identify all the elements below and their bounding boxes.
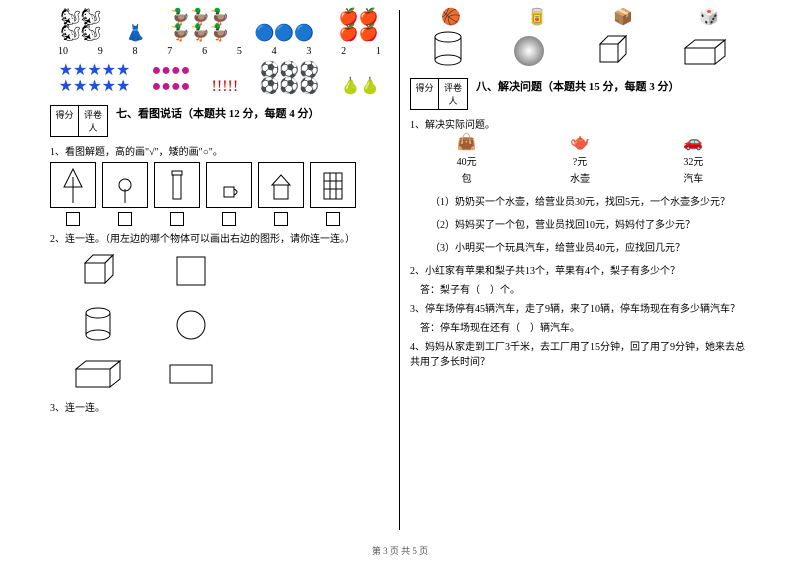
thermos-icon xyxy=(154,162,200,208)
balls-icon: 🔵🔵🔵 xyxy=(254,26,314,42)
box-icon: 📦 xyxy=(613,10,633,26)
bag-icon: 👜 xyxy=(457,135,477,151)
page-footer: 第 3 页 共 5 页 xyxy=(0,544,800,557)
cuboid-icon xyxy=(70,359,126,393)
num: 10 xyxy=(58,46,68,57)
kettle-icon: 🫖 xyxy=(570,135,590,151)
dots-icon: ●●●●●●●● xyxy=(152,63,191,95)
cube-icon xyxy=(75,251,121,291)
building-icon xyxy=(310,162,356,208)
circle-icon xyxy=(171,305,211,345)
answer-box[interactable] xyxy=(170,212,184,226)
item-price: 40元 xyxy=(457,153,477,168)
num: 7 xyxy=(167,46,172,57)
item-price: ?元 xyxy=(573,153,587,168)
a8-2: 答：梨子有（ ）个。 xyxy=(420,281,750,296)
num: 8 xyxy=(133,46,138,57)
score-cell: 得分 xyxy=(411,79,439,109)
cuboid-outline-icon xyxy=(679,38,729,68)
apples-icon: 🍎🍎🍎🍎 xyxy=(339,10,379,42)
tree-tall-icon xyxy=(50,162,96,208)
can-icon: 🥫 xyxy=(527,10,547,26)
num: 3 xyxy=(306,46,311,57)
right-top-icons-2 xyxy=(410,30,750,68)
section-7-header: 得分 评卷人 七、看图说话（本题共 12 分，每题 4 分） xyxy=(50,105,389,137)
answer-box[interactable] xyxy=(274,212,288,226)
rectangle-icon xyxy=(166,359,216,389)
num: 9 xyxy=(98,46,103,57)
item-name: 水壶 xyxy=(570,170,590,185)
q8-1-items: 👜 40元 包 🫖 ?元 水壶 🚗 32元 汽车 xyxy=(410,135,750,185)
q8-4: 4、妈妈从家走到工厂3千米，去工厂用了15分钟，回了用了9分钟，她来去总共用了多… xyxy=(410,338,750,368)
square-icon xyxy=(171,251,211,291)
right-top-icons-1: 🏀 🥫 📦 🎲 xyxy=(410,10,750,26)
dress-icon: 👗 xyxy=(126,26,146,42)
q7-1-pictures xyxy=(50,162,389,226)
item-name: 汽车 xyxy=(683,170,703,185)
squirrels-icon: 🐿🐿🐿🐿 xyxy=(60,10,101,42)
num: 1 xyxy=(376,46,381,57)
q8-1-3: （3）小明买一个玩具汽车，给营业员40元，应找回几元？ xyxy=(430,239,750,254)
a8-3: 答：停车场现在还有（ ）辆汽车。 xyxy=(420,319,750,334)
top-icon-row-1: 🐿🐿🐿🐿 👗 🦆🦆🦆🦆🦆🦆 🔵🔵🔵 🍎🍎🍎🍎 xyxy=(50,10,389,42)
car-icon: 🚗 xyxy=(683,135,703,151)
num: 5 xyxy=(237,46,242,57)
rubik-icon: 🎲 xyxy=(699,10,719,26)
num: 2 xyxy=(341,46,346,57)
grader-cell: 评卷人 xyxy=(79,106,107,136)
q8-3: 3、停车场停有45辆汽车，走了9辆，来了10辆，停车场现在有多少辆汽车？ xyxy=(410,300,750,315)
cup-icon xyxy=(206,162,252,208)
left-column: 🐿🐿🐿🐿 👗 🦆🦆🦆🦆🦆🦆 🔵🔵🔵 🍎🍎🍎🍎 10 9 8 7 6 5 4 3 … xyxy=(40,10,400,530)
house-icon xyxy=(258,162,304,208)
ducks-icon: 🦆🦆🦆🦆🦆🦆 xyxy=(170,10,230,42)
exclaim-icon: !!!!! xyxy=(212,79,239,95)
score-table: 得分 评卷人 xyxy=(50,105,108,137)
item-name: 包 xyxy=(462,170,472,185)
top-icon-row-2: ★★★★★★★★★★ ●●●●●●●● !!!!! ⚽⚽⚽⚽⚽⚽ 🍐🍐 xyxy=(50,63,389,95)
answer-box[interactable] xyxy=(222,212,236,226)
tree-short-icon xyxy=(102,162,148,208)
score-cell: 得分 xyxy=(51,106,79,136)
answer-box[interactable] xyxy=(326,212,340,226)
number-scale: 10 9 8 7 6 5 4 3 2 1 xyxy=(50,46,389,57)
section-7-title: 七、看图说话（本题共 12 分，每题 4 分） xyxy=(116,105,320,121)
q7-2: 2、连一连。（用左边的哪个物体可以画出右边的图形，请你连一连。） xyxy=(50,230,389,245)
answer-box[interactable] xyxy=(66,212,80,226)
grader-cell: 评卷人 xyxy=(439,79,467,109)
q8-1: 1、解决实际问题。 xyxy=(410,116,750,131)
section-8-title: 八、解决问题（本题共 15 分，每题 3 分） xyxy=(476,78,680,94)
cylinder-icon xyxy=(75,305,121,345)
q8-1-1: （1）奶奶买一个水壶，给营业员30元，找回5元，一个水壶多少元？ xyxy=(430,193,750,208)
q8-2: 2、小红家有苹果和梨子共13个，苹果有4个，梨子有多少个？ xyxy=(410,262,750,277)
num: 6 xyxy=(202,46,207,57)
cylinder-outline-icon xyxy=(431,30,465,68)
answer-box[interactable] xyxy=(118,212,132,226)
q7-1: 1、看图解题，高的画"√"，矮的画"○"。 xyxy=(50,143,389,158)
pears-icon: 🍐🍐 xyxy=(340,79,380,95)
q7-2-shapes xyxy=(70,251,389,393)
soccer-icon: ⚽⚽⚽⚽⚽⚽ xyxy=(259,63,319,95)
item-price: 32元 xyxy=(683,153,703,168)
q7-3: 3、连一连。 xyxy=(50,399,389,414)
num: 4 xyxy=(272,46,277,57)
sphere-icon xyxy=(512,34,546,68)
right-column: 🏀 🥫 📦 🎲 得分 评卷人 八、解决问题（本题共 15 分，每题 3 分） 1… xyxy=(400,10,760,530)
score-table: 得分 评卷人 xyxy=(410,78,468,110)
cube-outline-icon xyxy=(592,32,632,68)
q8-1-2: （2）妈妈买了一个包，营业员找回10元，妈妈付了多少元？ xyxy=(430,216,750,231)
basketball-icon: 🏀 xyxy=(441,10,461,26)
section-8-header: 得分 评卷人 八、解决问题（本题共 15 分，每题 3 分） xyxy=(410,78,750,110)
stars-icon: ★★★★★★★★★★ xyxy=(59,63,131,95)
